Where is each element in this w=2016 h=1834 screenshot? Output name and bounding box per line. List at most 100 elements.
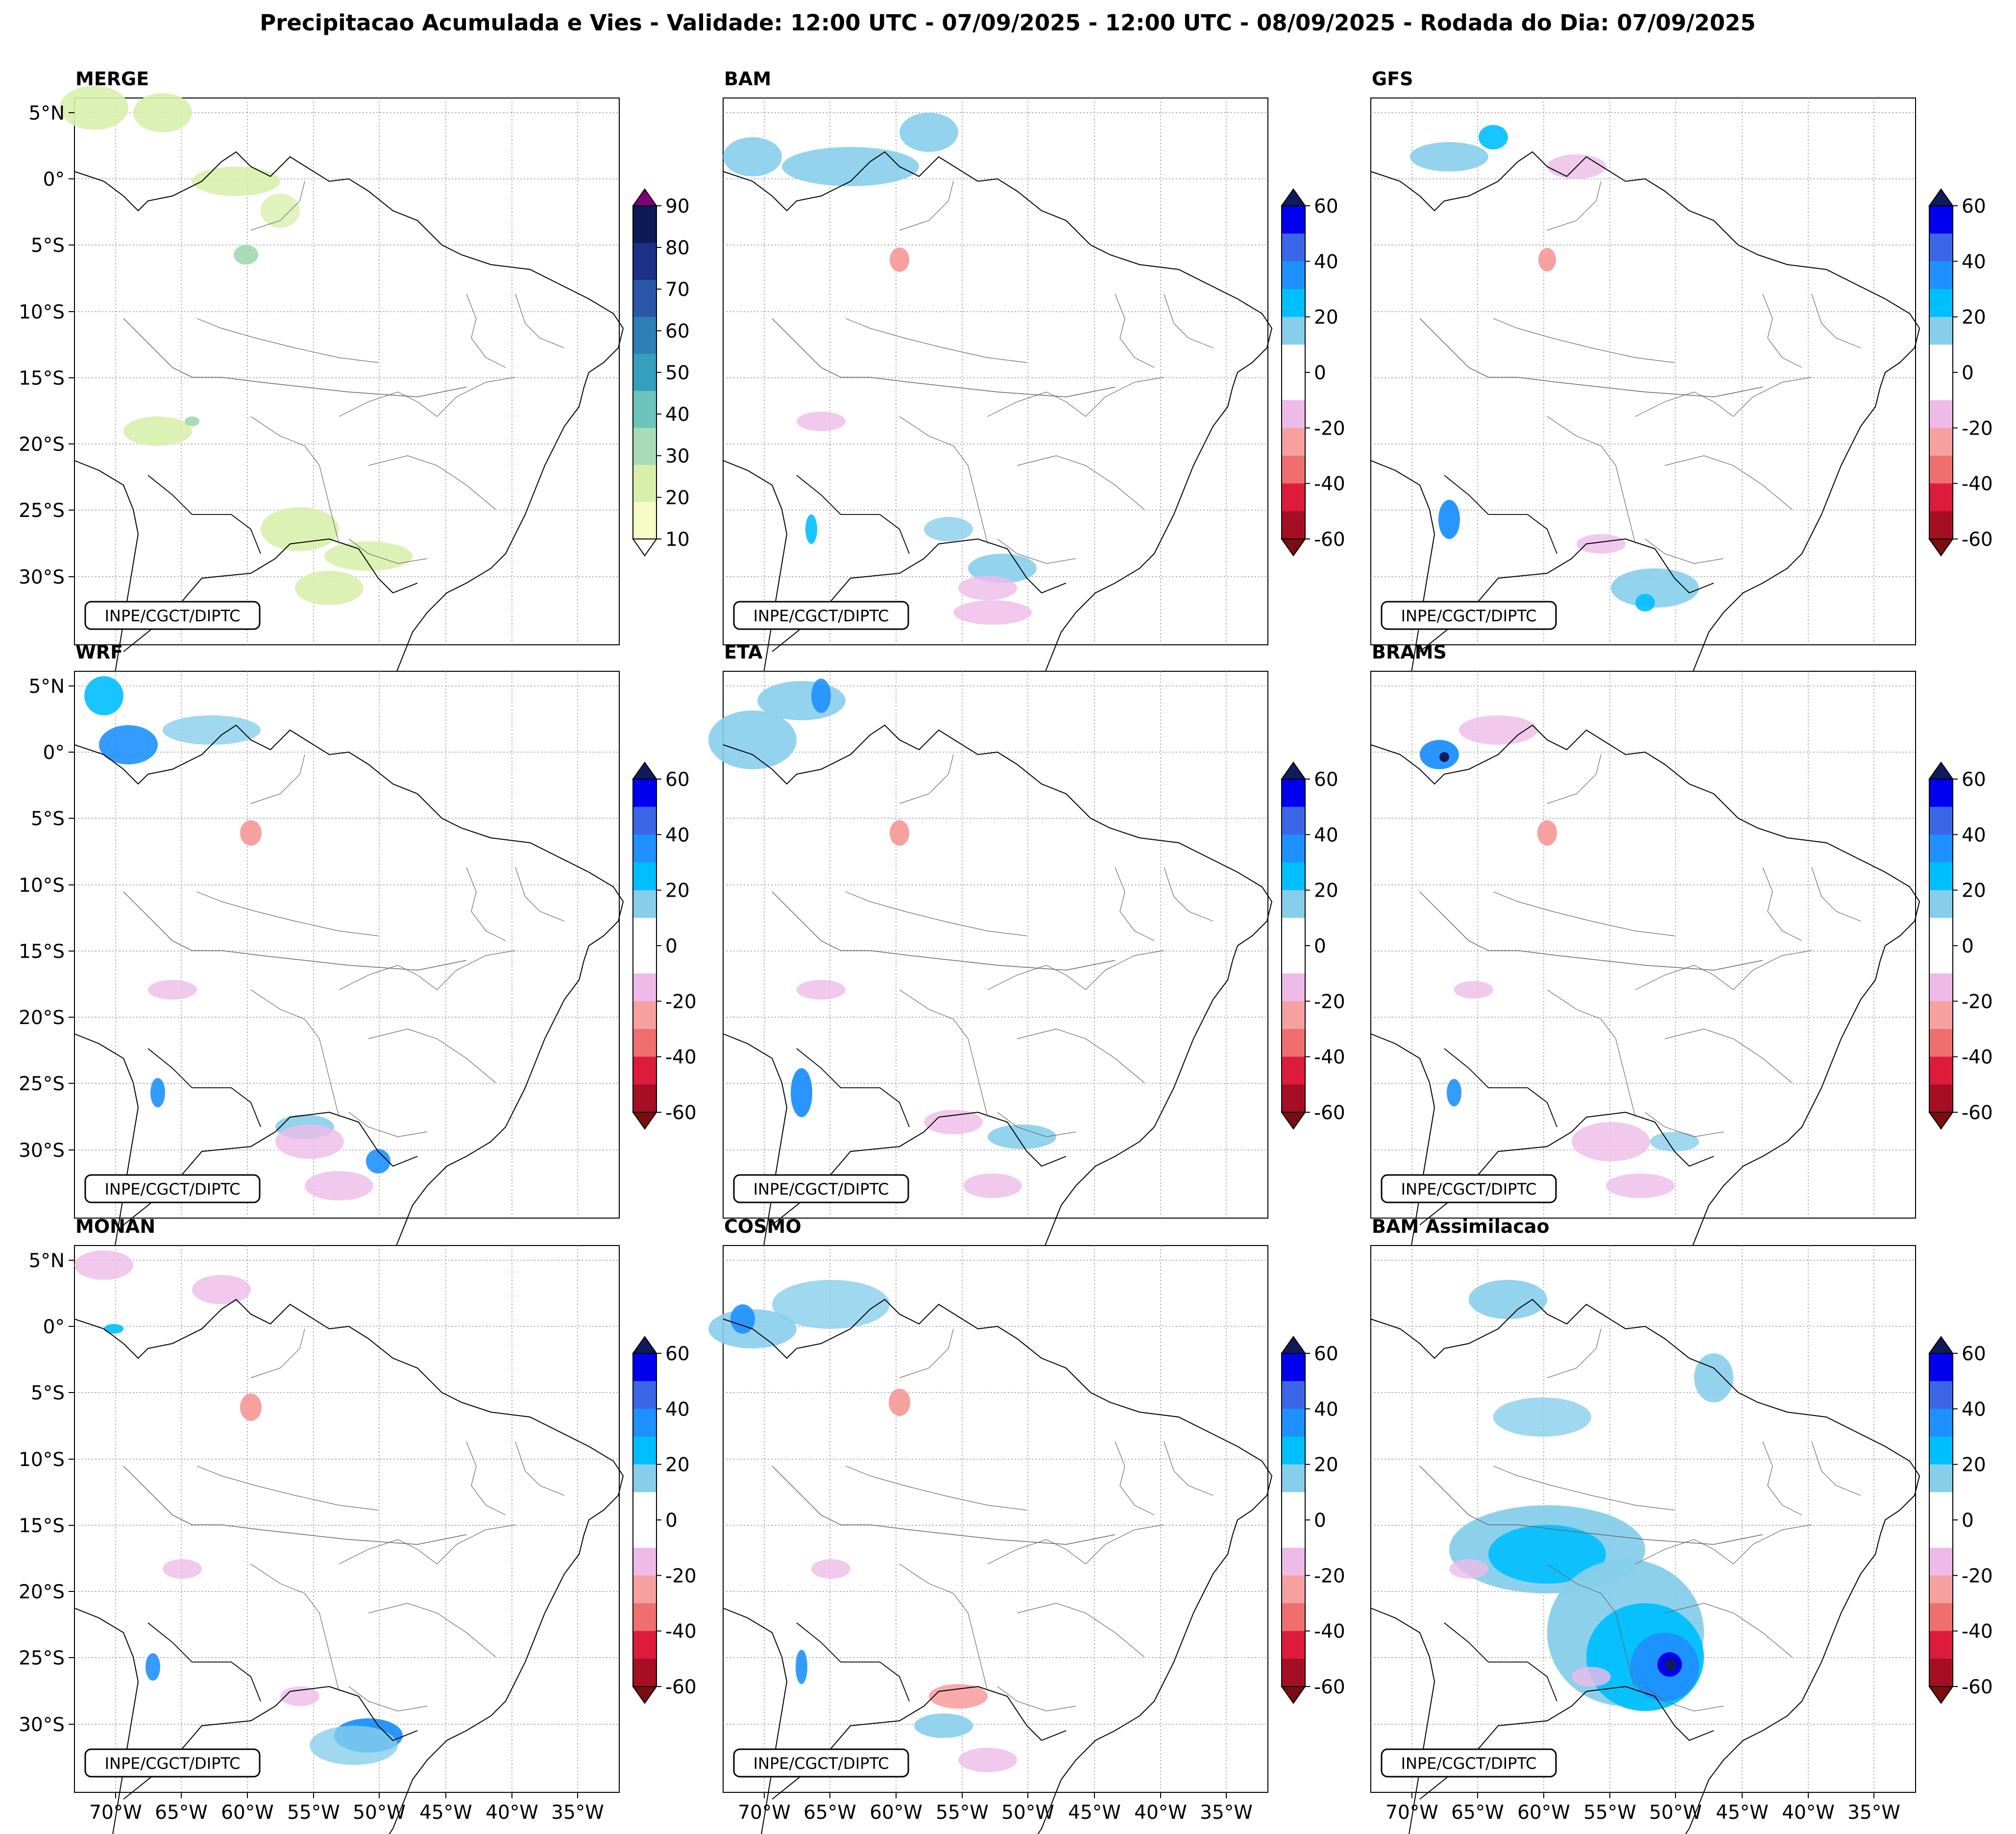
colorbar-extend-max	[1928, 188, 1954, 206]
colorbar-tick-label: -60	[665, 1102, 697, 1124]
latitude-tick-label: 10°S	[19, 1449, 65, 1471]
field-blob	[1420, 740, 1459, 769]
colorbar-tick-label: 10	[665, 529, 690, 551]
colorbar-tick-label: 20	[1962, 307, 1986, 329]
credit-label: INPE/CGCT/DIPTC	[1401, 607, 1537, 625]
colorbar-segment	[1282, 511, 1305, 539]
colorbar-extend-min	[1928, 1112, 1954, 1130]
colorbar-segment	[1282, 918, 1305, 946]
colorbar-segment	[1282, 1029, 1305, 1057]
graticule	[723, 671, 1268, 1218]
colorbar-extend-max	[1928, 1336, 1954, 1354]
field-blob	[192, 1275, 251, 1304]
colorbar: 60 40 20 0 -20 -40 -60	[1928, 761, 1993, 1130]
panel-title: MONAN	[75, 1216, 155, 1237]
colorbar-tick-label: 60	[1962, 769, 1986, 791]
field-blob	[811, 679, 831, 713]
field-blob	[899, 113, 958, 152]
longitude-tick-label: 45°W	[419, 1802, 472, 1824]
colorbar-segment	[1929, 456, 1953, 484]
colorbar-segment	[1929, 1029, 1953, 1057]
map-panel: WRF INPE/CGCT/DIPTC 5°N 0° 5°S 10°S 15°S 20°S 25…	[19, 641, 697, 1294]
panel-title: ETA	[724, 641, 763, 663]
latitude-tick-label: 15°S	[19, 1515, 65, 1537]
credit-label: INPE/CGCT/DIPTC	[753, 1754, 889, 1773]
longitude-tick-label: 50°W	[1001, 1802, 1054, 1824]
colorbar-tick-label: 0	[665, 1510, 678, 1532]
field-blob	[192, 167, 280, 196]
colorbar-segment	[633, 1603, 656, 1632]
colorbar-segment	[633, 1631, 656, 1659]
field-blob	[261, 507, 339, 551]
field-blob	[366, 1149, 390, 1174]
precipitation-field	[60, 86, 413, 605]
field-blob	[791, 1068, 812, 1117]
field-blob	[782, 147, 919, 186]
latitude-tick-label: 5°S	[31, 808, 65, 830]
colorbar-tick-label: 50	[665, 362, 690, 384]
field-blob	[1650, 1132, 1699, 1151]
credit-badge: INPE/CGCT/DIPTC	[1381, 601, 1557, 630]
colorbar-segment	[1282, 807, 1305, 835]
colorbar-segment	[633, 1464, 656, 1492]
field-blob	[1479, 125, 1508, 149]
colorbar-segment	[1929, 807, 1953, 835]
field-blob	[146, 1653, 160, 1681]
longitude-tick-label: 65°W	[803, 1802, 856, 1824]
colorbar-extend-max	[632, 188, 657, 206]
longitude-tick-label: 55°W	[936, 1802, 989, 1824]
colorbar-tick-label: -60	[665, 1676, 697, 1698]
longitude-tick-label: 50°W	[353, 1802, 406, 1824]
colorbar-segment	[1929, 1437, 1953, 1465]
field-blob	[968, 554, 1037, 583]
colorbar-tick-label: 20	[1314, 307, 1338, 329]
colorbar-segment	[1282, 206, 1305, 234]
field-blob	[1572, 1667, 1611, 1687]
colorbar-segment	[633, 391, 656, 428]
field-blob	[953, 600, 1032, 625]
colorbar-tick-label: 20	[1314, 880, 1338, 902]
longitude-tick-label: 40°W	[486, 1802, 538, 1824]
colorbar-extend-min	[1281, 1686, 1306, 1704]
colorbar: 60 40 20 0 -20 -40 -60	[1281, 761, 1345, 1130]
field-blob	[730, 1304, 755, 1334]
colorbar-segment	[1282, 428, 1305, 456]
colorbar-segment	[1282, 862, 1305, 891]
longitude-tick-label: 60°W	[870, 1802, 923, 1824]
latitude-tick-label: 15°S	[19, 941, 65, 963]
colorbar-tick-label: 40	[1314, 1398, 1338, 1420]
credit-badge: INPE/CGCT/DIPTC	[1381, 1748, 1557, 1778]
colorbar-segment	[1929, 1631, 1953, 1659]
colorbar-tick-label: 0	[665, 935, 678, 957]
colorbar-segment	[633, 807, 656, 835]
colorbar-segment	[1929, 1409, 1953, 1437]
colorbar-segment	[1929, 1464, 1953, 1492]
precipitation-field	[74, 1250, 403, 1765]
field-blob	[234, 245, 258, 265]
latitude-tick-label: 25°S	[19, 500, 65, 522]
credit-label: INPE/CGCT/DIPTC	[753, 1180, 889, 1198]
panel-title: BRAMS	[1372, 641, 1447, 663]
panel-title: BAM	[724, 68, 771, 90]
colorbar-segment	[1282, 1001, 1305, 1029]
colorbar-segment	[1929, 428, 1953, 456]
colorbar-segment	[1929, 1659, 1953, 1687]
colorbar-segment	[1282, 1520, 1305, 1548]
colorbar-tick-label: 70	[665, 279, 690, 301]
colorbar-segment	[1282, 344, 1305, 373]
colorbar-segment	[633, 1084, 656, 1113]
colorbar-extend-min	[1281, 538, 1306, 557]
colorbar-segment	[1929, 1353, 1953, 1382]
colorbar-tick-label: -40	[1314, 1047, 1345, 1069]
colorbar-segment	[633, 465, 656, 502]
colorbar-segment	[1929, 261, 1953, 290]
field-blob	[797, 980, 846, 1000]
colorbar-tick-label: -40	[1962, 1047, 1993, 1069]
colorbar-segment	[1282, 1464, 1305, 1492]
colorbar: 60 40 20 0 -20 -40 -60	[632, 1336, 697, 1704]
field-blob	[924, 517, 973, 541]
colorbar-extend-min	[632, 1112, 657, 1130]
colorbar-tick-label: 40	[1962, 251, 1986, 273]
field-blob	[958, 576, 1017, 600]
longitude-tick-label: 50°W	[1649, 1802, 1702, 1824]
